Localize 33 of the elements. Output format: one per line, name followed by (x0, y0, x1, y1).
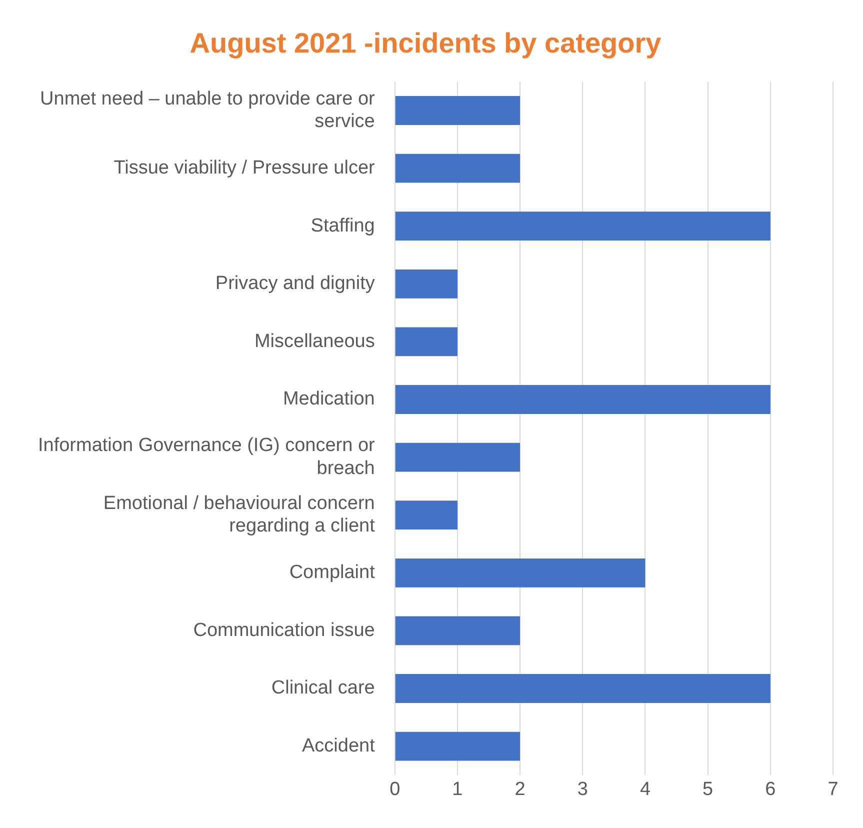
bar (395, 558, 646, 588)
x-tick-label: 0 (390, 778, 400, 800)
y-tick-label: Unmet need – unable to provide care or service (40, 88, 376, 132)
y-tick-label: Complaint (289, 562, 376, 584)
x-tick-label: 3 (577, 778, 588, 800)
x-tick-label: 2 (514, 778, 526, 800)
bar (395, 674, 770, 703)
y-tick-label: Emotional / behavioural concern regarding a client (103, 492, 376, 537)
y-tick-label: Medication (282, 388, 375, 410)
y-tick-label: Accident (302, 736, 376, 757)
x-tick-label: 4 (640, 778, 651, 800)
bar (395, 616, 520, 646)
bar (395, 385, 770, 414)
y-tick-label: Clinical care (271, 678, 375, 699)
bar (395, 96, 520, 125)
chart-title: August 2021 -incidents by category (190, 28, 662, 59)
bar (395, 500, 458, 530)
bar (395, 212, 770, 241)
y-tick-label: Staffing (310, 215, 375, 236)
x-tick-label: 1 (452, 778, 463, 800)
y-tick-label: Privacy and dignity (215, 273, 376, 294)
x-tick-label: 5 (702, 778, 714, 800)
bar (395, 732, 520, 761)
x-tick-label: 6 (765, 778, 776, 800)
y-tick-label: Tissue viability / Pressure ulcer (114, 158, 376, 179)
bar (395, 327, 458, 356)
y-tick-label: Miscellaneous (254, 330, 375, 352)
y-tick-label: Communication issue (193, 620, 375, 641)
bar (395, 269, 458, 298)
x-tick-label: 7 (828, 778, 838, 800)
bar (395, 154, 520, 183)
y-tick-label: Information Governance (IG) concern or breach (38, 435, 376, 479)
bar (395, 442, 520, 472)
